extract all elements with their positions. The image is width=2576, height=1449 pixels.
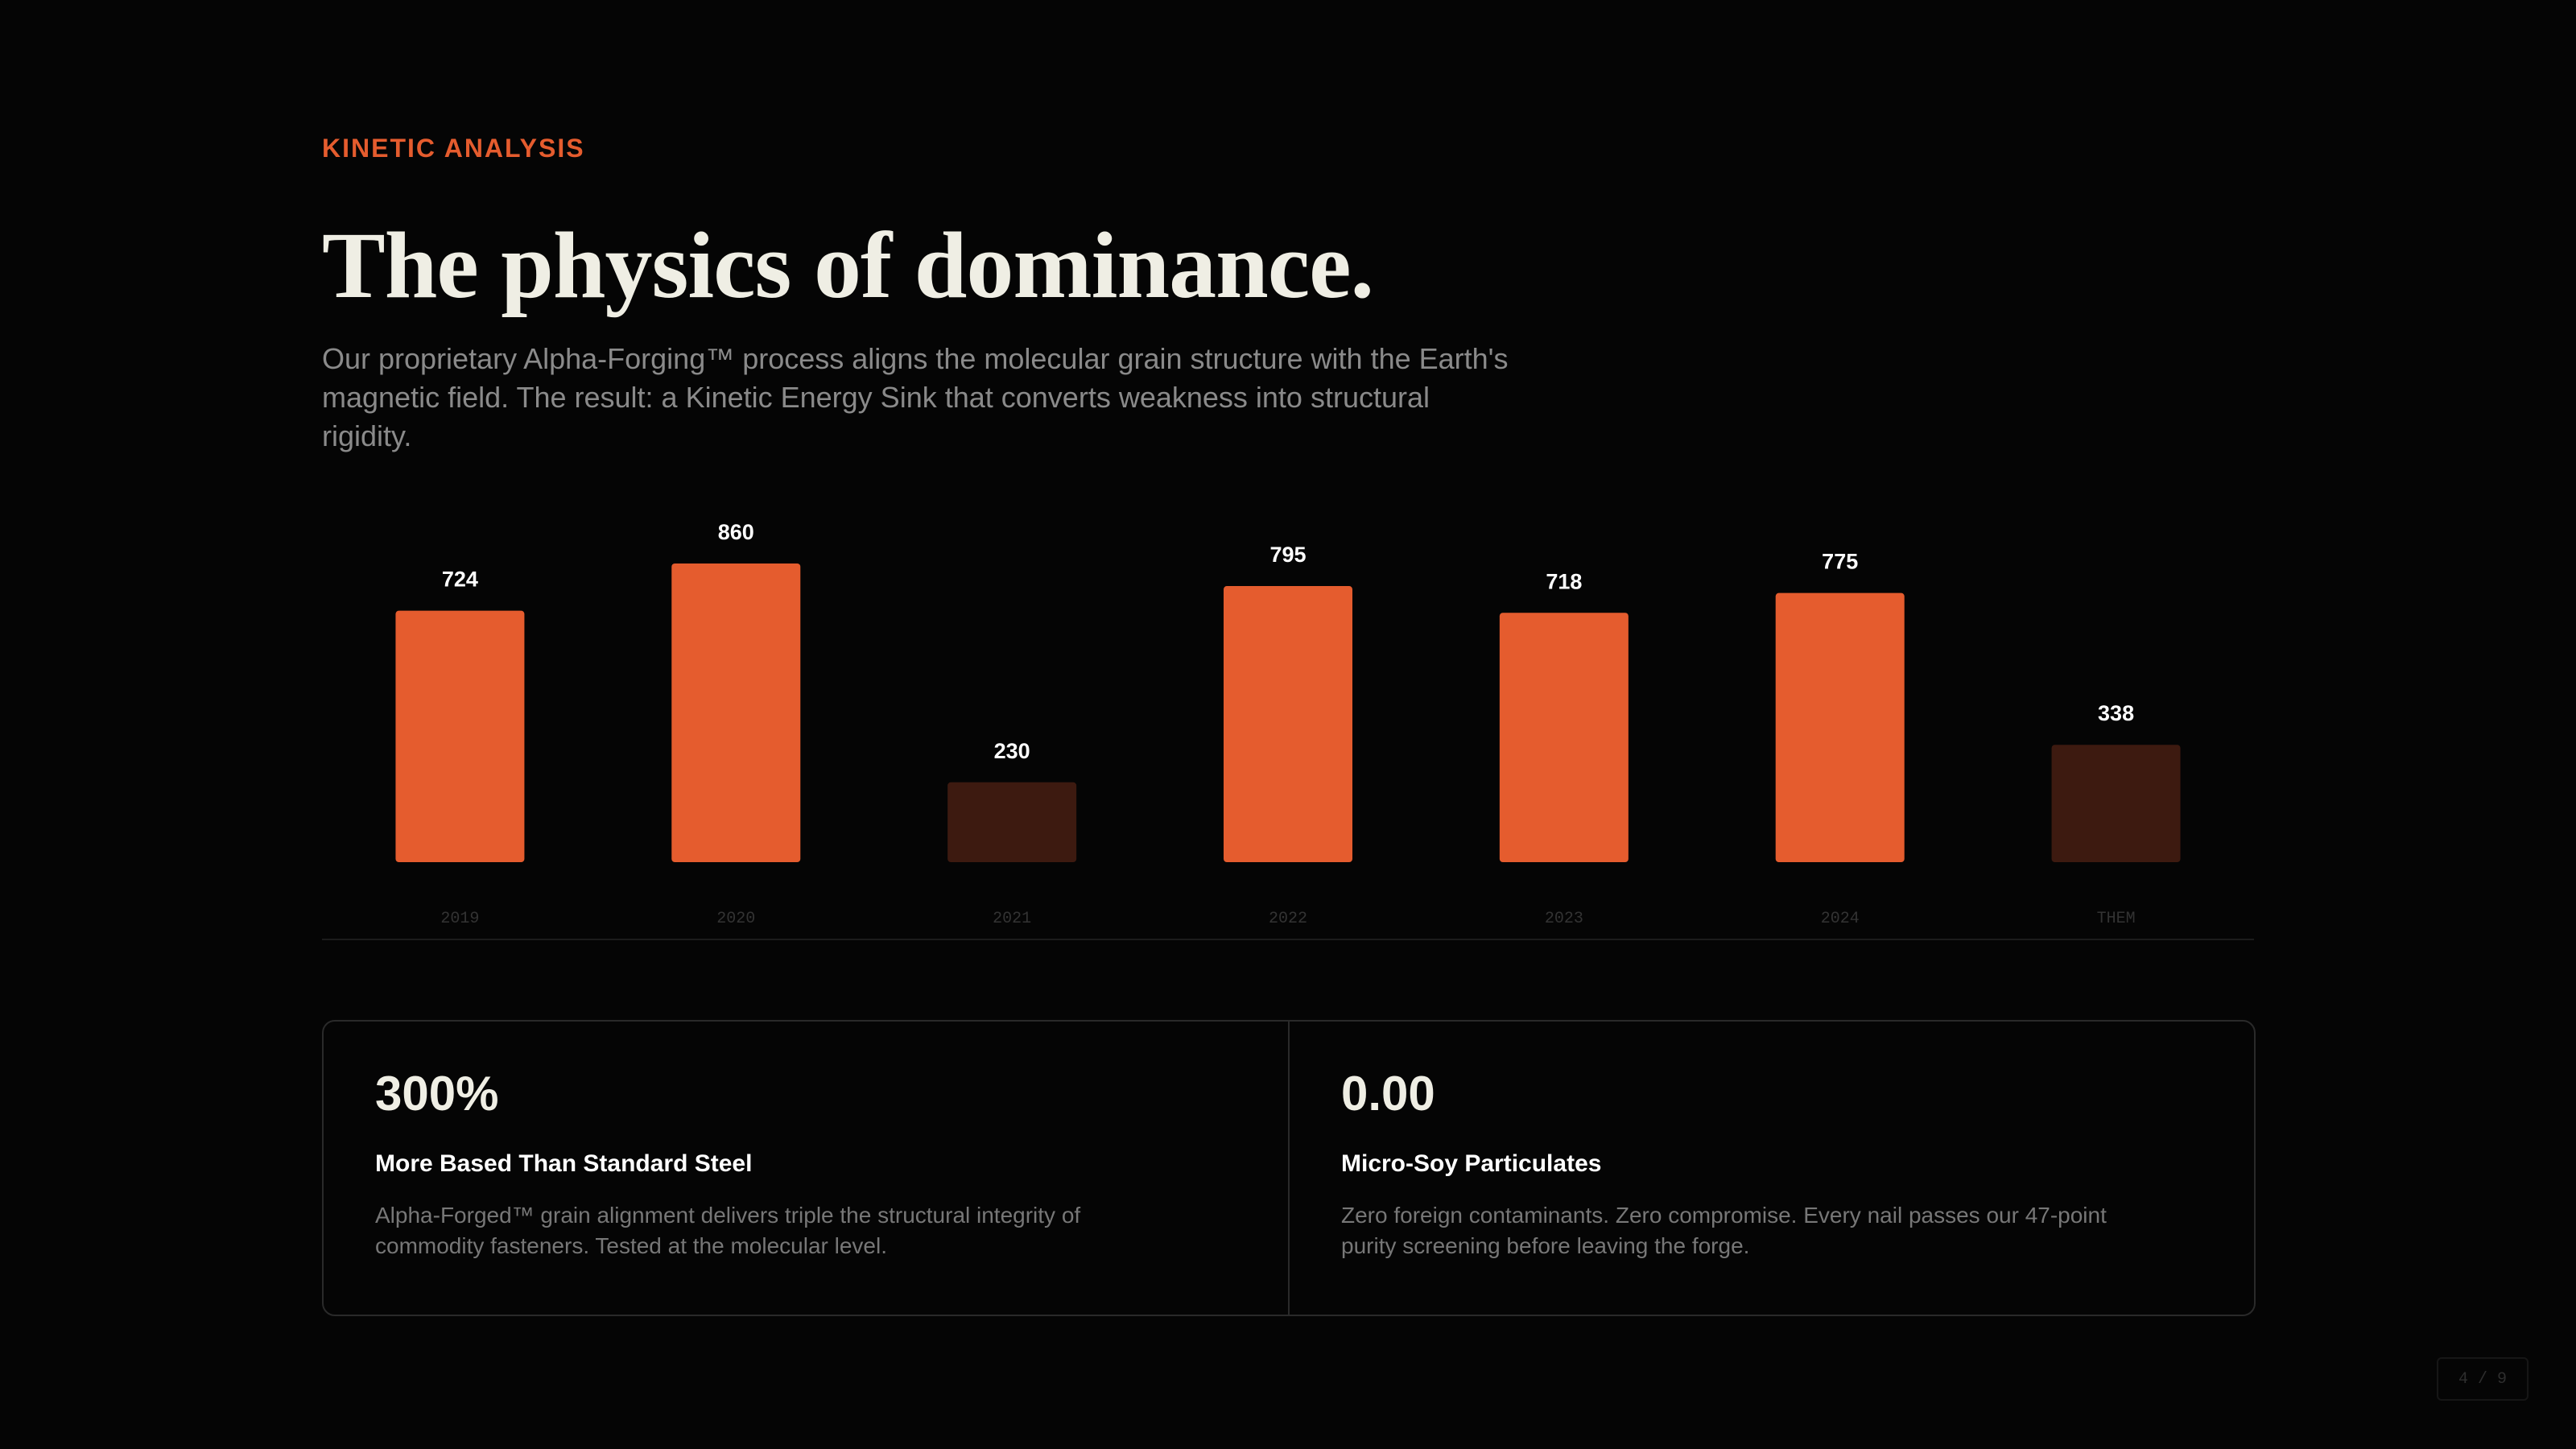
stat-cards: 300% More Based Than Standard Steel Alph… [322,1020,2256,1316]
x-tick-label: 2022 [1269,910,1307,928]
bar [1224,586,1352,862]
stat-value: 300% [375,1067,499,1121]
value-label: 775 [1822,550,1858,574]
x-tick-label: THEM [2097,910,2136,928]
stat-value: 0.00 [1341,1067,1435,1121]
value-label: 230 [994,739,1030,763]
value-label: 795 [1269,543,1306,567]
x-tick-label: 2019 [440,910,479,928]
value-label: 338 [2098,701,2134,725]
value-label: 718 [1546,569,1582,593]
stat-card: 300% More Based Than Standard Steel Alph… [324,1022,1288,1315]
bar [2051,745,2181,862]
stat-text: Alpha-Forged™ grain alignment delivers t… [375,1203,1081,1258]
x-tick-label: 2023 [1545,910,1583,928]
bar [947,782,1077,862]
x-tick-label: 2021 [993,910,1031,928]
stat-text: Zero foreign contaminants. Zero compromi… [1341,1203,2107,1258]
value-label: 860 [718,520,754,544]
bar [1775,592,1905,862]
x-tick-label: 2024 [1821,910,1860,928]
stat-card: 0.00 Micro-Soy Particulates Zero foreign… [1288,1022,2254,1315]
eyebrow: KINETIC ANALYSIS [322,134,585,163]
bar [1499,613,1629,862]
x-tick-label: 2020 [716,910,755,928]
bar [671,564,801,862]
stat-heading: More Based Than Standard Steel [375,1150,753,1177]
chart: 2019 724 2020 860 2021 230 2022 795 2023 718 2024 7… [322,520,2254,940]
stat-heading: Micro-Soy Particulates [1341,1150,1602,1177]
bar [395,610,525,862]
page-indicator: 4 / 9 [2437,1357,2529,1401]
title: The physics of dominance. [322,213,1374,318]
value-label: 724 [442,568,478,592]
description: Our proprietary Alpha-Forging™ process a… [322,342,1509,452]
